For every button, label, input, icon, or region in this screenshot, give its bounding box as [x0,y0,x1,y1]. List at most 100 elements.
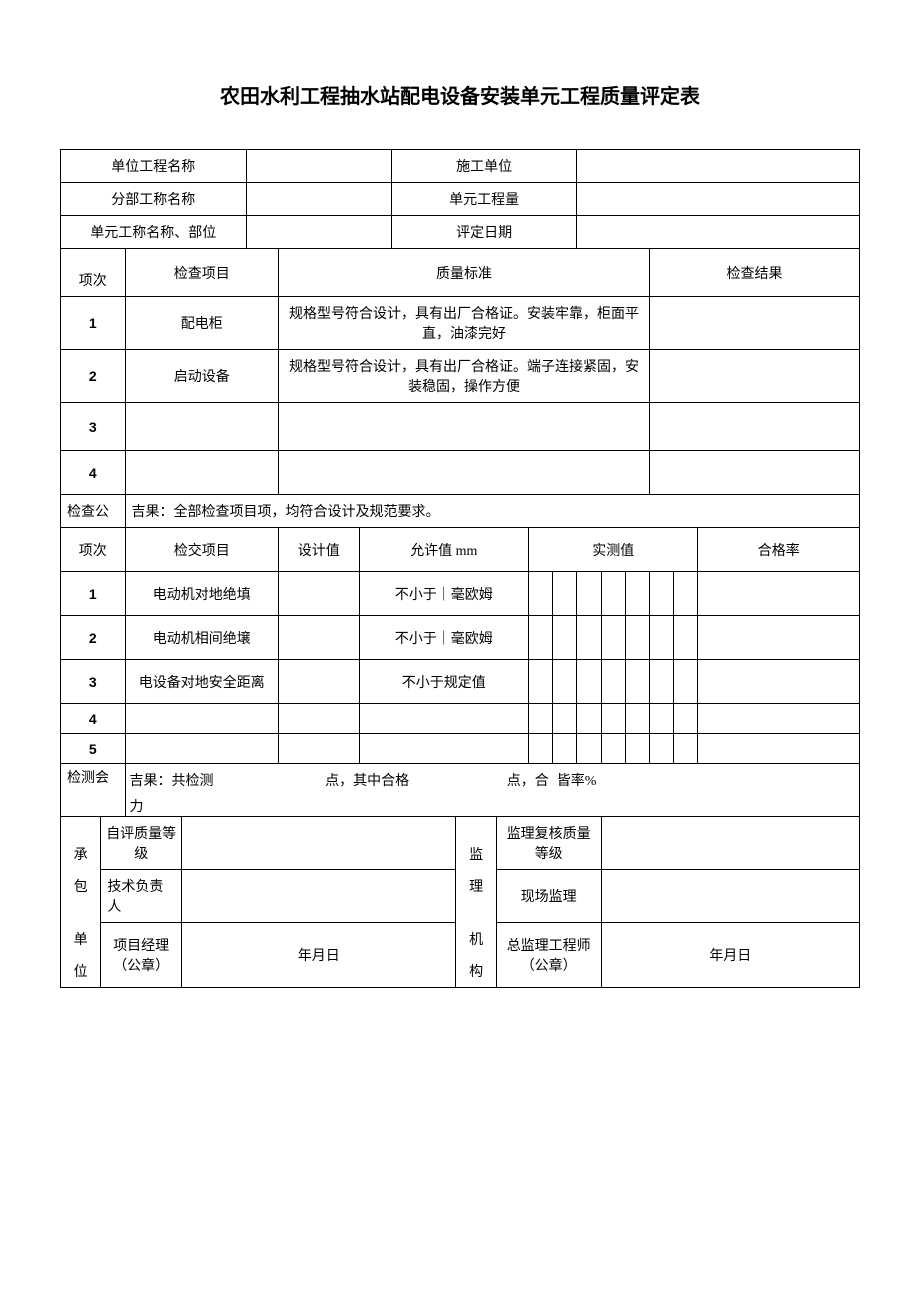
measure-val [577,616,601,660]
inspect-standard [278,451,649,495]
measure-val [529,572,553,616]
supervisor-unit-c1: 监 [456,817,496,870]
measure-summary-p4: 皆率% [553,764,860,797]
supervisor-unit-c4: 构 [456,955,496,988]
measure-item [125,704,278,734]
contractor-unit-c3: 单 [61,923,101,955]
measure-val [650,616,674,660]
measure-val [553,734,577,764]
inspect-row: 3 [61,403,860,451]
inspect-row: 1 配电柜 规格型号符合设计，具有出厂合格证。安装牢靠，柜面平直，油漆完好 [61,297,860,350]
label-unit-name: 单元工称名称、部位 [61,216,247,249]
seq-num: 2 [61,616,126,660]
site-supervisor-value [601,870,859,923]
col-result: 检查结果 [650,249,860,297]
evaluation-table: 单位工程名称 施工单位 分部工称名称 单元工程量 单元工称名称、部位 评定日期 … [60,149,860,988]
measure-val [529,704,553,734]
inspect-summary-row: 检查公 吉果：全部检查项目项，均符合设计及规范要求。 [61,495,860,528]
measure-val [625,616,649,660]
col-standard: 质量标准 [278,249,649,297]
measure-design [278,616,359,660]
measure-summary-p2: 点，其中合格 [278,764,456,797]
col-item: 检查项目 [125,249,278,297]
site-supervisor-label: 现场监理 [496,870,601,923]
measure-allow [359,704,528,734]
seq-num: 1 [61,572,126,616]
supervisor-review-label: 监理复核质量等级 [496,817,601,870]
measure-val [674,734,698,764]
measure-passrate [698,616,860,660]
measure-val [625,734,649,764]
measure-val [601,734,625,764]
self-eval-label: 自评质量等级 [101,817,182,870]
measure-design [278,704,359,734]
measure-passrate [698,572,860,616]
inspect-item: 启动设备 [125,350,278,403]
measure-val [577,660,601,704]
measure-passrate [698,734,860,764]
measure-allow [359,734,528,764]
seq-num: 4 [61,451,126,495]
col-design: 设计值 [278,528,359,572]
measure-item: 电设备对地安全距离 [125,660,278,704]
inspect-standard: 规格型号符合设计，具有出厂合格证。端子连接紧固，安装稳固，操作方便 [278,350,649,403]
inspect-header-row: 项次 检查项目 质量标准 检查结果 [61,249,860,297]
value-construction-unit [577,150,860,183]
measure-val [601,660,625,704]
inspect-item [125,451,278,495]
measure-val [577,734,601,764]
inspect-item: 配电柜 [125,297,278,350]
seq-num: 3 [61,660,126,704]
measure-summary-p1: 吉果：共检测 [125,764,278,797]
inspect-row: 2 启动设备 规格型号符合设计，具有出厂合格证。端子连接紧固，安装稳固，操作方便 [61,350,860,403]
measure-val [674,572,698,616]
header-row: 分部工称名称 单元工程量 [61,183,860,216]
pm-date: 年月日 [182,923,456,988]
measure-item: 电动机对地绝填 [125,572,278,616]
measure-summary-sub: 力 [125,796,859,817]
measure-val [625,704,649,734]
measure-val [601,616,625,660]
inspect-standard: 规格型号符合设计，具有出厂合格证。安装牢靠，柜面平直，油漆完好 [278,297,649,350]
measure-item: 电动机相间绝壌 [125,616,278,660]
measure-val [601,572,625,616]
contractor-unit-c2: 包 [61,870,101,923]
inspect-result [650,350,860,403]
inspect-summary-text: 吉果：全部检查项目项，均符合设计及规范要求。 [125,495,859,528]
seq-num: 4 [61,704,126,734]
measure-design [278,734,359,764]
supervisor-unit-c2: 理 [456,870,496,923]
col-passrate: 合格率 [698,528,860,572]
value-unit-name [246,216,391,249]
measure-val [553,660,577,704]
measure-val [674,660,698,704]
tech-lead-value [182,870,456,923]
measure-design [278,572,359,616]
chief-supervisor-date: 年月日 [601,923,859,988]
seq-num: 2 [61,350,126,403]
page-title: 农田水利工程抽水站配电设备安装单元工程质量评定表 [60,80,860,109]
label-subproject: 分部工称名称 [61,183,247,216]
inspect-result [650,403,860,451]
measure-val [674,704,698,734]
measure-passrate [698,704,860,734]
tech-lead-label: 技术负责人 [101,870,182,923]
measure-val [650,704,674,734]
measure-val [553,704,577,734]
seq-num: 5 [61,734,126,764]
measure-val [553,572,577,616]
value-subproject [246,183,391,216]
col-measured: 实测值 [529,528,698,572]
supervisor-review-value [601,817,859,870]
header-row: 单位工程名称 施工单位 [61,150,860,183]
measure-row: 4 [61,704,860,734]
measure-val [553,616,577,660]
value-unit-project [246,150,391,183]
chief-supervisor-label: 总监理工程师（公章） [496,923,601,988]
label-construction-unit: 施工单位 [391,150,577,183]
inspect-row: 4 [61,451,860,495]
supervisor-unit-c3: 机 [456,923,496,955]
measure-item [125,734,278,764]
measure-row: 3 电设备对地安全距离 不小于规定值 [61,660,860,704]
measure-val [650,572,674,616]
